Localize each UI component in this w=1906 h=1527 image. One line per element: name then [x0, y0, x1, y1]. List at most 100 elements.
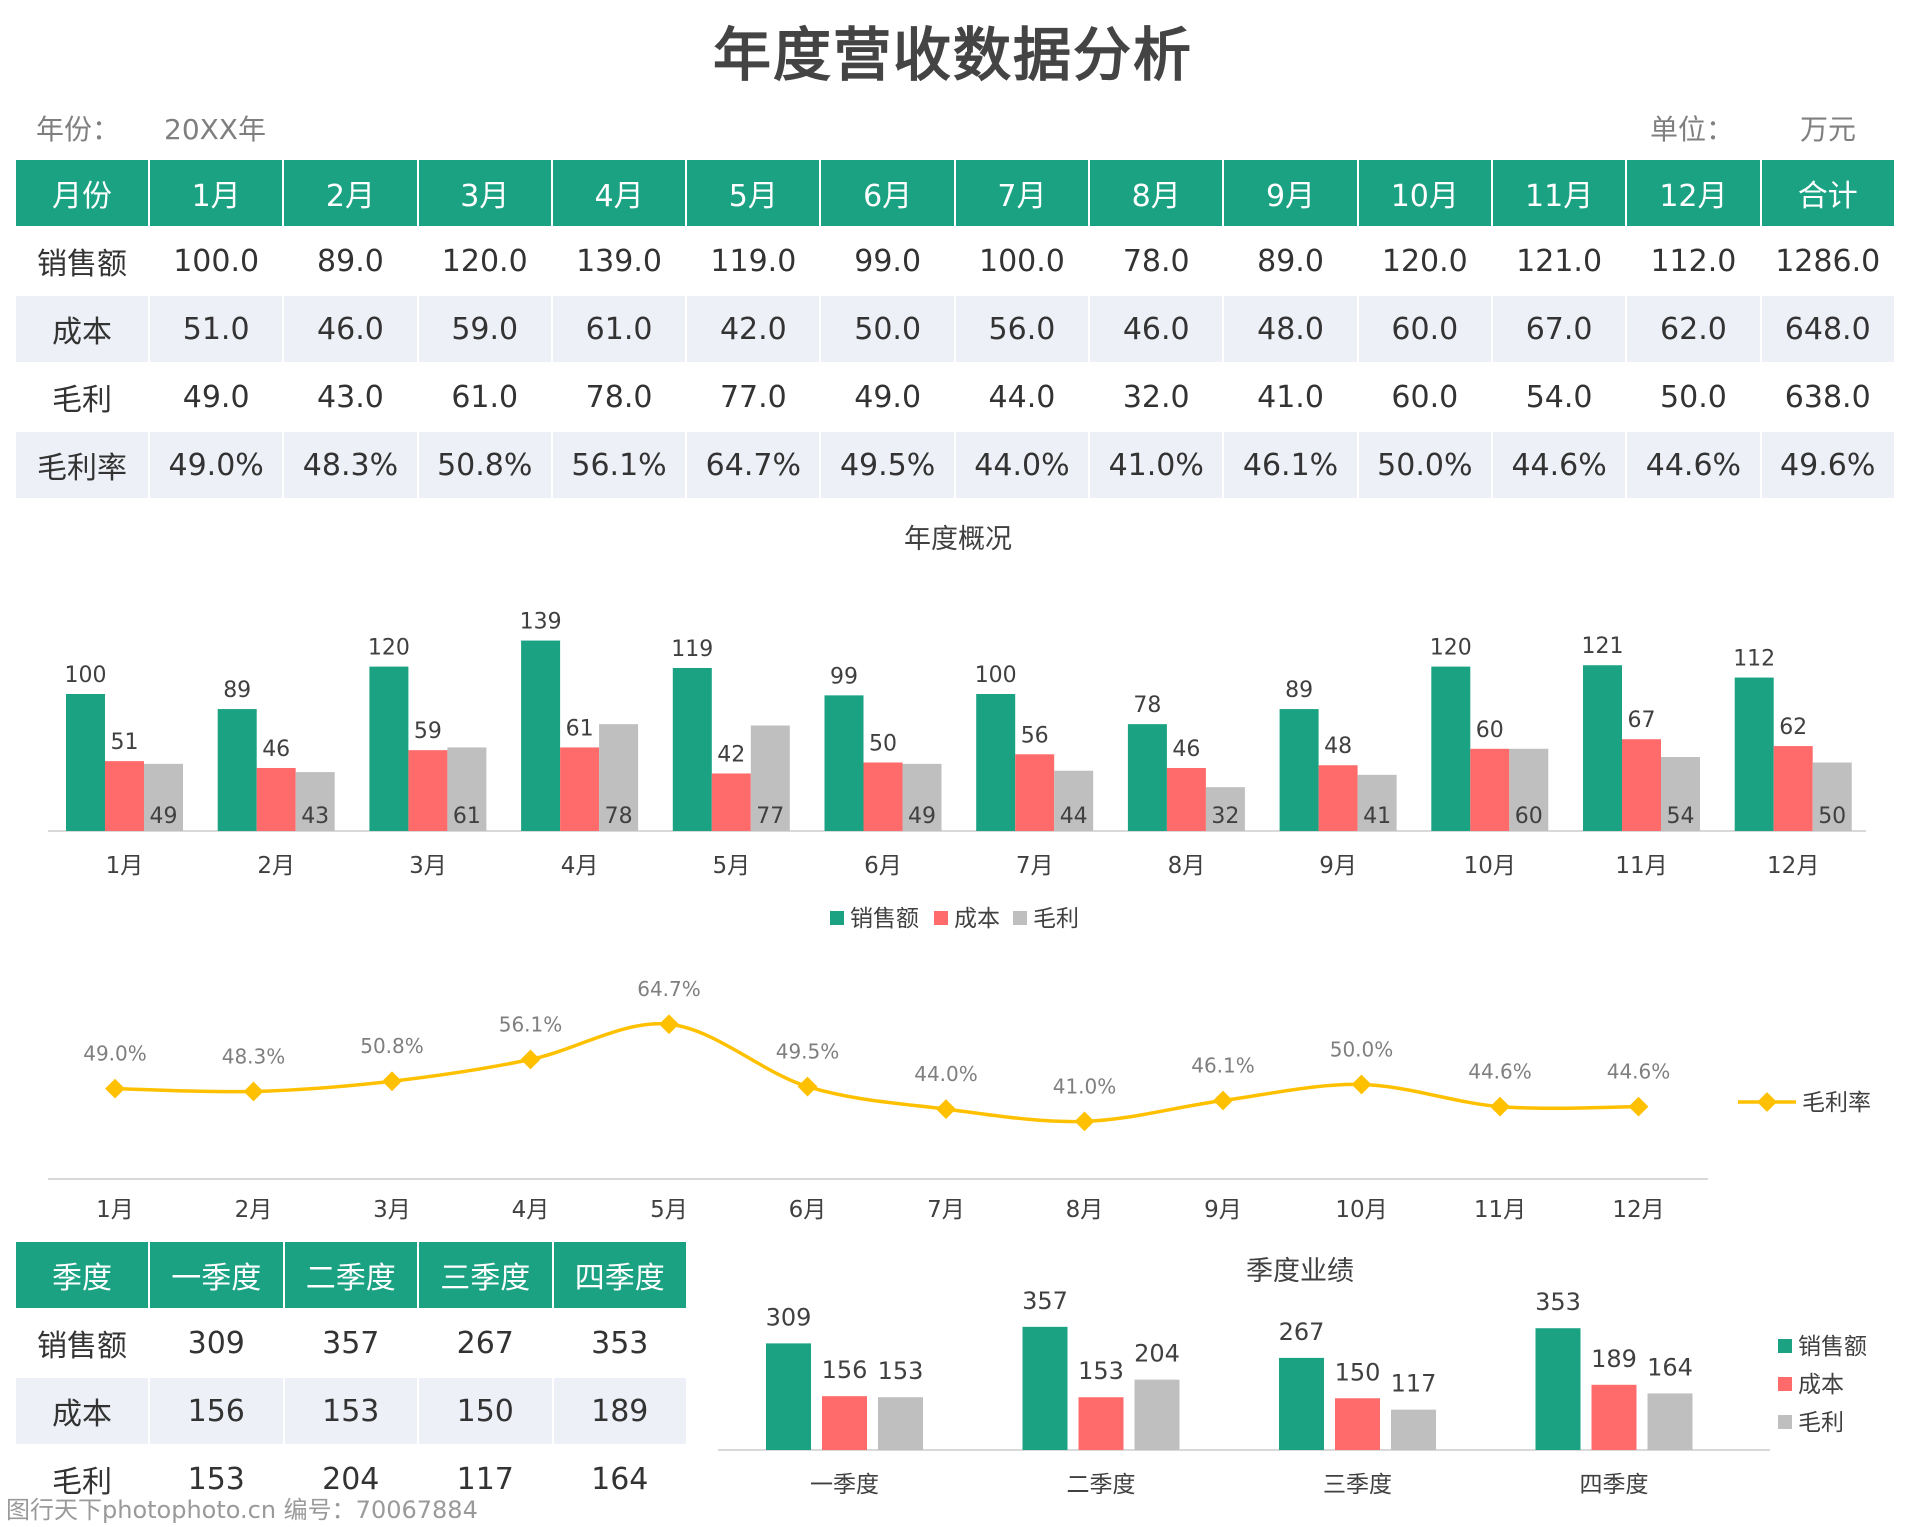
bar — [1647, 1393, 1693, 1450]
data-label: 48.3% — [222, 1044, 286, 1068]
column-header: 四季度 — [551, 1240, 688, 1310]
data-label: 49 — [908, 804, 936, 829]
data-label: 59 — [414, 719, 442, 744]
table-cell: 638.0 — [1759, 362, 1896, 432]
table-corner-header: 季度 — [14, 1240, 150, 1310]
table-row: 毛利 153 204 117 164 — [14, 1444, 688, 1514]
row-header: 成本 — [14, 1376, 150, 1446]
year-value: 20XX年 — [164, 113, 266, 146]
table-cell: 78.0 — [1088, 226, 1225, 296]
x-tick-label: 12月 — [1612, 1197, 1664, 1223]
row-header: 毛利 — [14, 362, 150, 432]
data-label: 50 — [1818, 804, 1846, 829]
table-cell: 164 — [551, 1444, 688, 1514]
x-tick-label: 2月 — [257, 853, 295, 879]
data-label: 44 — [1060, 804, 1088, 829]
bar — [1054, 770, 1094, 831]
data-label: 78 — [1133, 693, 1161, 718]
bar — [976, 694, 1016, 831]
table-cell: 50.8% — [416, 430, 553, 500]
row-header: 毛利率 — [14, 430, 150, 500]
data-label: 99 — [830, 664, 858, 689]
table-row: 毛利率 49.0% 48.3% 50.8% 56.1% 64.7% 49.5% 44.0% 41… — [14, 430, 1896, 500]
data-label: 112 — [1733, 647, 1775, 672]
bar — [1535, 1328, 1581, 1450]
data-label: 357 — [1022, 1287, 1068, 1315]
x-tick-label: 7月 — [927, 1197, 965, 1223]
data-label: 67 — [1628, 708, 1656, 733]
column-header: 合计 — [1759, 158, 1896, 228]
bar — [447, 747, 487, 831]
table-cell: 62.0 — [1625, 294, 1762, 364]
table-cell: 353 — [551, 1308, 688, 1378]
bar — [1773, 746, 1813, 831]
data-label: 189 — [1591, 1345, 1637, 1373]
table-cell: 56.0 — [953, 294, 1091, 364]
table-cell: 77.0 — [685, 362, 822, 432]
x-tick-label: 4月 — [512, 1197, 550, 1223]
data-point — [520, 1049, 541, 1070]
bar — [1591, 1384, 1637, 1450]
bar — [824, 695, 864, 831]
bar — [1661, 757, 1700, 831]
table-header-row: 季度 一季度 二季度 三季度 四季度 — [14, 1240, 688, 1310]
legend-label: 毛利率 — [1802, 1090, 1871, 1116]
bar — [672, 667, 712, 831]
data-label: 46.1% — [1191, 1053, 1255, 1077]
x-tick-label: 9月 — [1319, 853, 1357, 879]
table-row: 毛利 49.0 43.0 61.0 78.0 77.0 49.0 44.0 32.0 41.0 60… — [14, 362, 1896, 432]
table-cell: 50.0 — [1625, 362, 1762, 432]
table-cell: 49.0 — [819, 362, 956, 432]
column-header: 12月 — [1625, 158, 1762, 228]
bar — [822, 1396, 867, 1450]
legend-label: 成本 — [1798, 1372, 1844, 1398]
data-point — [105, 1078, 125, 1099]
table-cell: 49.5% — [819, 430, 956, 500]
bar — [1357, 774, 1397, 831]
data-label: 44.0% — [914, 1062, 978, 1086]
data-label: 44.6% — [1607, 1060, 1671, 1084]
table-cell: 67.0 — [1490, 294, 1628, 364]
page-title: 年度营收数据分析 — [712, 21, 1193, 89]
data-label: 139 — [520, 610, 562, 635]
data-label: 117 — [1391, 1370, 1437, 1398]
data-label: 41 — [1363, 804, 1391, 829]
quarterly-performance-chart: 季度业绩 309 156 153 一季度 357 153 204 二季度 267 150 117 三季度… — [718, 1256, 1867, 1498]
data-label: 49.5% — [776, 1040, 840, 1064]
bar — [560, 747, 600, 831]
x-tick-label: 5月 — [650, 1197, 688, 1223]
data-label: 89 — [1285, 678, 1313, 703]
table-cell: 153 — [282, 1376, 419, 1446]
bar — [144, 763, 183, 831]
data-point — [243, 1081, 264, 1102]
table-cell: 153 — [148, 1444, 285, 1514]
table-cell: 1286.0 — [1759, 226, 1896, 296]
x-tick-label: 7月 — [1016, 853, 1054, 879]
legend-swatch — [1778, 1415, 1792, 1429]
column-header: 8月 — [1088, 158, 1225, 228]
legend-swatch — [1778, 1377, 1792, 1391]
x-tick-label: 6月 — [864, 853, 902, 879]
bar — [1509, 748, 1549, 831]
data-label: 120 — [368, 636, 410, 661]
legend-swatch — [1013, 911, 1027, 925]
table-cell: 41.0 — [1222, 362, 1359, 432]
bar — [863, 762, 903, 831]
data-label: 62 — [1779, 715, 1807, 740]
table-cell: 41.0% — [1088, 430, 1225, 500]
data-label: 60 — [1515, 804, 1543, 829]
data-label: 156 — [822, 1356, 868, 1384]
data-label: 153 — [878, 1357, 924, 1385]
data-label: 204 — [1134, 1340, 1180, 1368]
column-header: 6月 — [819, 158, 956, 228]
table-cell: 120.0 — [416, 226, 553, 296]
bar — [256, 767, 296, 831]
legend-label: 成本 — [954, 906, 1000, 932]
table-cell: 46.0 — [1088, 294, 1225, 364]
bar — [1205, 787, 1245, 831]
annual-overview-chart: 年度概况10051491月8946432月12059613月13961784月1… — [48, 524, 1866, 932]
row-header: 销售额 — [14, 1308, 150, 1378]
table-cell: 61.0 — [416, 362, 553, 432]
table-cell: 357 — [282, 1308, 419, 1378]
unit-label: 单位： — [1650, 113, 1735, 146]
